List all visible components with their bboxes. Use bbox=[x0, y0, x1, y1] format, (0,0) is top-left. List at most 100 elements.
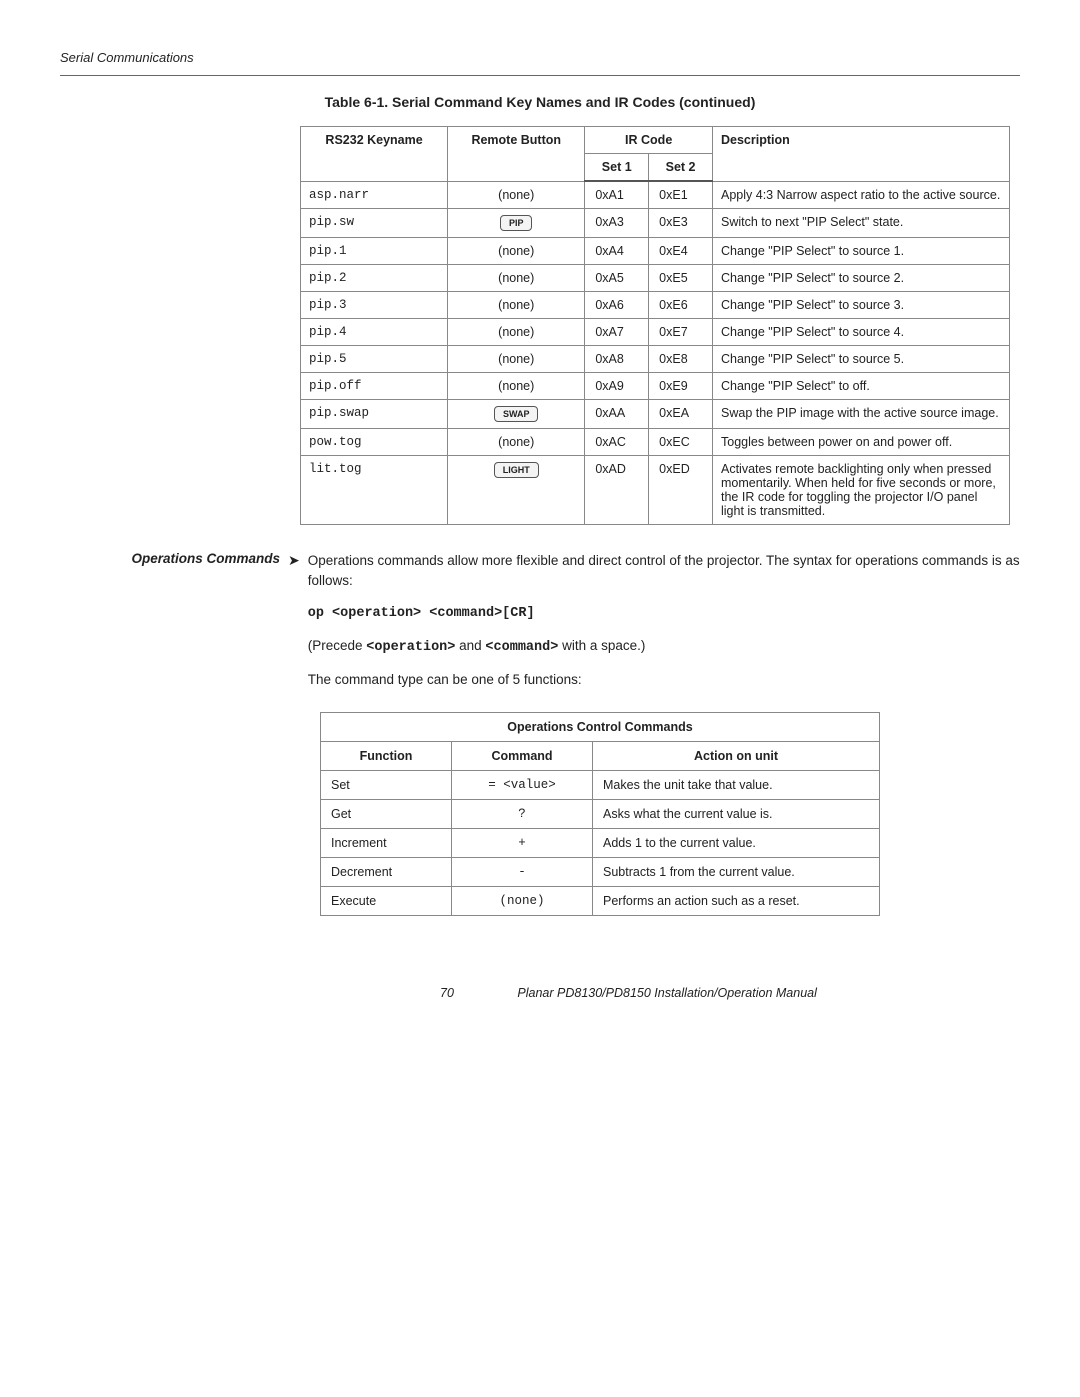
col-remote: Remote Button bbox=[448, 127, 585, 182]
cell-set1: 0xA3 bbox=[585, 209, 649, 238]
cell-keyname: pip.3 bbox=[301, 292, 448, 319]
cell-remote: (none) bbox=[448, 429, 585, 456]
remote-button-chip: LIGHT bbox=[494, 462, 539, 478]
cell-act: Subtracts 1 from the current value. bbox=[593, 858, 880, 887]
cell-act: Asks what the current value is. bbox=[593, 800, 880, 829]
page-footer: 70 Planar PD8130/PD8150 Installation/Ope… bbox=[60, 986, 1020, 1000]
cell-keyname: pow.tog bbox=[301, 429, 448, 456]
cell-cmd: ? bbox=[452, 800, 593, 829]
table-row: pip.off(none)0xA90xE9Change "PIP Select"… bbox=[301, 373, 1010, 400]
ops-para1: Operations commands allow more flexible … bbox=[308, 551, 1020, 592]
cell-keyname: pip.swap bbox=[301, 400, 448, 429]
operations-commands-body: Operations commands allow more flexible … bbox=[308, 551, 1020, 702]
cell-set1: 0xAA bbox=[585, 400, 649, 429]
cell-keyname: pip.off bbox=[301, 373, 448, 400]
cell-set2: 0xE1 bbox=[649, 181, 713, 209]
serial-command-table: RS232 Keyname Remote Button IR Code Desc… bbox=[300, 126, 1010, 525]
cell-keyname: pip.5 bbox=[301, 346, 448, 373]
cell-desc: Swap the PIP image with the active sourc… bbox=[713, 400, 1010, 429]
table-row: Execute(none)Performs an action such as … bbox=[321, 887, 880, 916]
cell-cmd: + bbox=[452, 829, 593, 858]
cell-set1: 0xA1 bbox=[585, 181, 649, 209]
cell-keyname: pip.2 bbox=[301, 265, 448, 292]
table-row: Increment+Adds 1 to the current value. bbox=[321, 829, 880, 858]
col-set1: Set 1 bbox=[585, 154, 649, 182]
header-rule bbox=[60, 75, 1020, 76]
cell-cmd: = <value> bbox=[452, 771, 593, 800]
cell-keyname: lit.tog bbox=[301, 456, 448, 525]
operations-commands-label: Operations Commands bbox=[60, 551, 286, 566]
cell-set2: 0xE4 bbox=[649, 238, 713, 265]
cell-set1: 0xA5 bbox=[585, 265, 649, 292]
cell-cmd: - bbox=[452, 858, 593, 887]
cell-remote: (none) bbox=[448, 292, 585, 319]
table-row: Get?Asks what the current value is. bbox=[321, 800, 880, 829]
cell-desc: Activates remote backlighting only when … bbox=[713, 456, 1010, 525]
table-caption: Table 6-1. Serial Command Key Names and … bbox=[60, 94, 1020, 110]
table-row: lit.togLIGHT0xAD0xEDActivates remote bac… bbox=[301, 456, 1010, 525]
col-desc: Description bbox=[713, 127, 1010, 182]
remote-button-chip: PIP bbox=[500, 215, 533, 231]
cell-set1: 0xAD bbox=[585, 456, 649, 525]
remote-button-chip: SWAP bbox=[494, 406, 539, 422]
cell-set2: 0xEC bbox=[649, 429, 713, 456]
cell-remote: SWAP bbox=[448, 400, 585, 429]
manual-title: Planar PD8130/PD8150 Installation/Operat… bbox=[517, 986, 817, 1000]
table-row: pip.1(none)0xA40xE4Change "PIP Select" t… bbox=[301, 238, 1010, 265]
ops-table-title: Operations Control Commands bbox=[321, 713, 880, 742]
cell-fn: Increment bbox=[321, 829, 452, 858]
cell-act: Adds 1 to the current value. bbox=[593, 829, 880, 858]
ops-col-act: Action on unit bbox=[593, 742, 880, 771]
cell-set1: 0xA7 bbox=[585, 319, 649, 346]
cell-remote: LIGHT bbox=[448, 456, 585, 525]
cell-desc: Toggles between power on and power off. bbox=[713, 429, 1010, 456]
ops-para2: (Precede <operation> and <command> with … bbox=[308, 636, 1020, 658]
table-row: pip.swap SWAP 0xAA0xEASwap the PIP image w… bbox=[301, 400, 1010, 429]
cell-set2: 0xE3 bbox=[649, 209, 713, 238]
cell-act: Makes the unit take that value. bbox=[593, 771, 880, 800]
cell-set2: 0xE8 bbox=[649, 346, 713, 373]
table-row: pip.4(none)0xA70xE7Change "PIP Select" t… bbox=[301, 319, 1010, 346]
cell-remote: (none) bbox=[448, 265, 585, 292]
cell-set1: 0xA4 bbox=[585, 238, 649, 265]
cell-fn: Decrement bbox=[321, 858, 452, 887]
cell-cmd: (none) bbox=[452, 887, 593, 916]
table-row: pip.5(none)0xA80xE8Change "PIP Select" t… bbox=[301, 346, 1010, 373]
page-header: Serial Communications bbox=[60, 50, 1020, 65]
cell-keyname: pip.1 bbox=[301, 238, 448, 265]
cell-set1: 0xA6 bbox=[585, 292, 649, 319]
table-row: pow.tog(none)0xAC0xECToggles between pow… bbox=[301, 429, 1010, 456]
table-row: pip.2(none)0xA50xE5Change "PIP Select" t… bbox=[301, 265, 1010, 292]
cell-desc: Apply 4:3 Narrow aspect ratio to the act… bbox=[713, 181, 1010, 209]
cell-set1: 0xAC bbox=[585, 429, 649, 456]
cell-keyname: pip.4 bbox=[301, 319, 448, 346]
cell-desc: Switch to next "PIP Select" state. bbox=[713, 209, 1010, 238]
cell-desc: Change "PIP Select" to source 2. bbox=[713, 265, 1010, 292]
cell-fn: Execute bbox=[321, 887, 452, 916]
ops-col-cmd: Command bbox=[452, 742, 593, 771]
cell-set1: 0xA9 bbox=[585, 373, 649, 400]
ops-para3: The command type can be one of 5 functio… bbox=[308, 670, 1020, 690]
col-ircode: IR Code bbox=[585, 127, 713, 154]
table-row: Decrement-Subtracts 1 from the current v… bbox=[321, 858, 880, 887]
table-row: pip.3(none)0xA60xE6Change "PIP Select" t… bbox=[301, 292, 1010, 319]
cell-set2: 0xE9 bbox=[649, 373, 713, 400]
arrow-icon: ➤ bbox=[286, 551, 308, 571]
cell-fn: Get bbox=[321, 800, 452, 829]
cell-desc: Change "PIP Select" to off. bbox=[713, 373, 1010, 400]
cell-desc: Change "PIP Select" to source 3. bbox=[713, 292, 1010, 319]
col-rs232: RS232 Keyname bbox=[301, 127, 448, 182]
col-set2: Set 2 bbox=[649, 154, 713, 182]
cell-keyname: asp.narr bbox=[301, 181, 448, 209]
cell-remote: (none) bbox=[448, 319, 585, 346]
cell-remote: (none) bbox=[448, 373, 585, 400]
page-number: 70 bbox=[440, 986, 454, 1000]
table-row: asp.narr(none)0xA10xE1Apply 4:3 Narrow a… bbox=[301, 181, 1010, 209]
table-row: pip.sw PIP 0xA30xE3Switch to next "PIP Sel… bbox=[301, 209, 1010, 238]
operations-control-table: Operations Control Commands Function Com… bbox=[320, 712, 880, 916]
cell-keyname: pip.sw bbox=[301, 209, 448, 238]
cell-remote: (none) bbox=[448, 346, 585, 373]
table-row: Set= <value>Makes the unit take that val… bbox=[321, 771, 880, 800]
cell-set2: 0xEA bbox=[649, 400, 713, 429]
cell-desc: Change "PIP Select" to source 4. bbox=[713, 319, 1010, 346]
